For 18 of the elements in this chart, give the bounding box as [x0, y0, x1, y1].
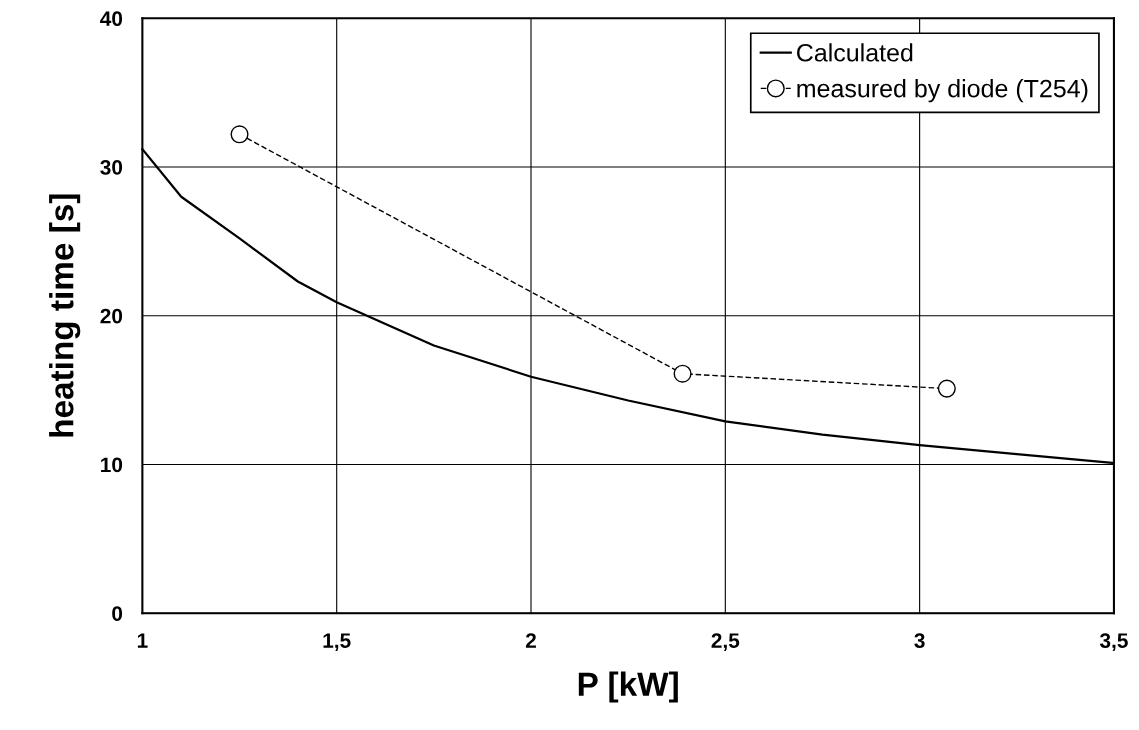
y-axis-title: heating time [s] — [49, 194, 81, 437]
x-tick-label: 1 — [137, 633, 148, 648]
x-tick-label: 3 — [914, 633, 925, 648]
point — [937, 379, 956, 398]
y-tick-label: 10 — [101, 457, 123, 473]
point — [673, 364, 692, 383]
x-tick-label: 2 — [525, 633, 536, 648]
x-tick-label: 2,5 — [711, 633, 740, 651]
legend-label: Calculated — [797, 43, 913, 62]
y-tick-label: 20 — [100, 308, 123, 324]
y-tick-label: 30 — [100, 159, 123, 175]
point — [230, 125, 249, 144]
x-tick-label: 1,5 — [323, 633, 351, 651]
x-tick-label: 3,5 — [1099, 633, 1128, 651]
y-tick-label: 0 — [112, 606, 123, 621]
x-axis-title: P [kW] — [578, 671, 678, 703]
y-tick-label: 40 — [100, 11, 123, 26]
legend-label: measured by diode (T254) — [797, 79, 1088, 103]
